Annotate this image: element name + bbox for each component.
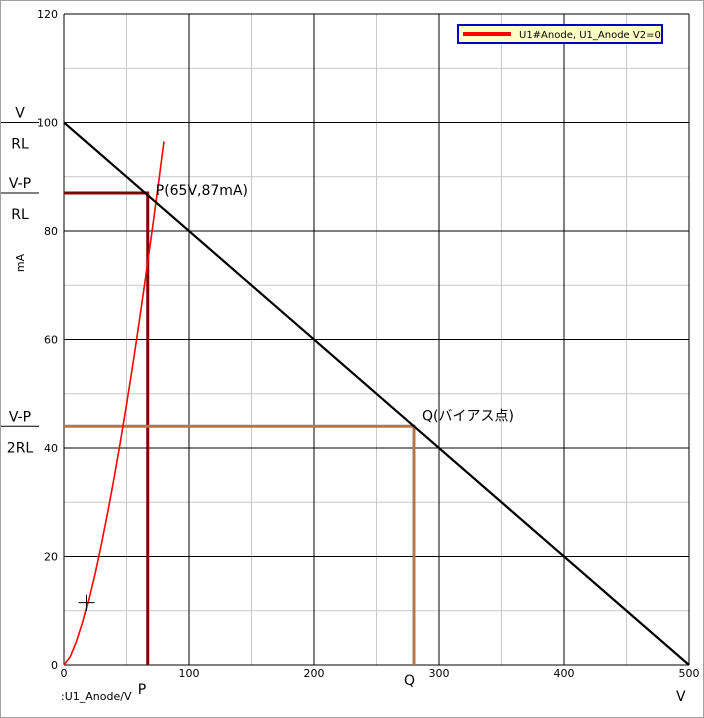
- legend[interactable]: U1#Anode, U1_Anode V2=0: [457, 24, 663, 44]
- guide-lines: [64, 191, 416, 665]
- side-label-denominator: RL: [11, 137, 29, 153]
- x-tick-label: 200: [304, 667, 325, 680]
- x-tick-label: 0: [61, 667, 68, 680]
- x-axis-unit-label: V: [676, 689, 686, 705]
- point-q-annotation: Q(バイアス点): [422, 408, 514, 424]
- x-trace-label: :U1_Anode/V: [61, 690, 132, 703]
- side-label-numerator: V-P: [9, 409, 31, 425]
- y-axis-unit-label: mA: [14, 253, 27, 272]
- x-tick-label: 500: [679, 667, 700, 680]
- side-label-numerator: V: [15, 106, 25, 122]
- series-lines: [63, 121, 690, 666]
- cursor-crosshair-icon[interactable]: [78, 594, 95, 611]
- y-tick-label: 120: [37, 8, 58, 21]
- plate-curve-line: [63, 141, 165, 666]
- x-tick-label: 100: [179, 667, 200, 680]
- legend-box: [457, 24, 663, 44]
- side-label-numerator: V-P: [9, 176, 31, 192]
- side-labels: V RL V-P RL V-P 2RL: [1, 106, 39, 456]
- side-label-denominator: RL: [11, 207, 29, 223]
- y-tick-label: 60: [44, 334, 58, 347]
- point-p-annotation: P(65V,87mA): [156, 183, 248, 199]
- y-tick-label: 0: [51, 659, 58, 672]
- y-tick-label: 20: [44, 551, 58, 564]
- load-line: [63, 121, 690, 666]
- x-marker-q: Q: [404, 673, 415, 689]
- guide-line: [64, 191, 150, 665]
- x-tick-label: 300: [429, 667, 450, 680]
- y-tick-label: 80: [44, 225, 58, 238]
- tick-labels: 0 100 200 300 400 500 0 20 40 60 80 100 120: [37, 8, 700, 680]
- x-marker-p: P: [138, 682, 146, 698]
- side-label-denominator: 2RL: [7, 440, 34, 456]
- y-tick-label: 100: [37, 117, 58, 130]
- x-tick-label: 400: [554, 667, 575, 680]
- y-tick-label: 40: [44, 442, 58, 455]
- legend-series-name: U1#Anode, U1_Anode V2=0: [519, 30, 661, 41]
